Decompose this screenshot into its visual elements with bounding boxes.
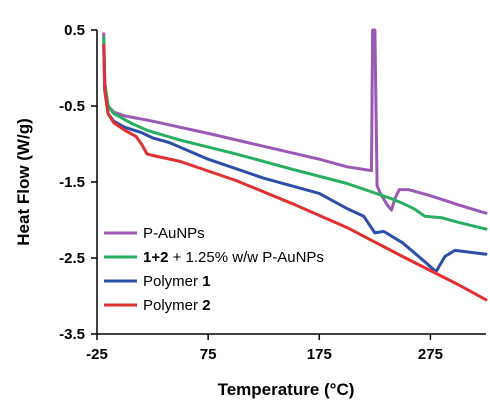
legend-label: Polymer 1 bbox=[143, 273, 211, 290]
y-tick-label: -2.5 bbox=[59, 250, 85, 267]
y-tick-label: -3.5 bbox=[59, 326, 85, 343]
x-ticks: -25 75 175 275 bbox=[86, 334, 443, 363]
y-tick-label: -1.5 bbox=[59, 174, 85, 191]
legend-label: 1+2 + 1.25% w/w P-AuNPs bbox=[143, 249, 324, 266]
series-line-3 bbox=[102, 43, 488, 274]
series-line-1 bbox=[102, 28, 488, 215]
y-ticks: 0.5 -0.5 -1.5 -2.5 -3.5 bbox=[59, 22, 97, 343]
x-axis-title: Temperature (°C) bbox=[218, 380, 355, 399]
legend-label: Polymer 2 bbox=[143, 297, 211, 314]
x-tick-label: -25 bbox=[86, 346, 108, 363]
legend: P-AuNPs 1+2 + 1.25% w/w P-AuNPs Polymer 1 P… bbox=[104, 225, 324, 314]
series-line-2 bbox=[102, 36, 488, 231]
y-tick-label: -0.5 bbox=[59, 98, 85, 115]
plot-lines bbox=[102, 28, 488, 302]
series-line-4 bbox=[102, 43, 488, 302]
x-tick-label: 75 bbox=[200, 346, 217, 363]
legend-label: P-AuNPs bbox=[143, 225, 205, 242]
x-tick-label: 175 bbox=[307, 346, 332, 363]
x-tick-label: 275 bbox=[418, 346, 443, 363]
y-axis-title: Heat Flow (W/g) bbox=[14, 118, 33, 245]
y-tick-label: 0.5 bbox=[64, 22, 85, 39]
